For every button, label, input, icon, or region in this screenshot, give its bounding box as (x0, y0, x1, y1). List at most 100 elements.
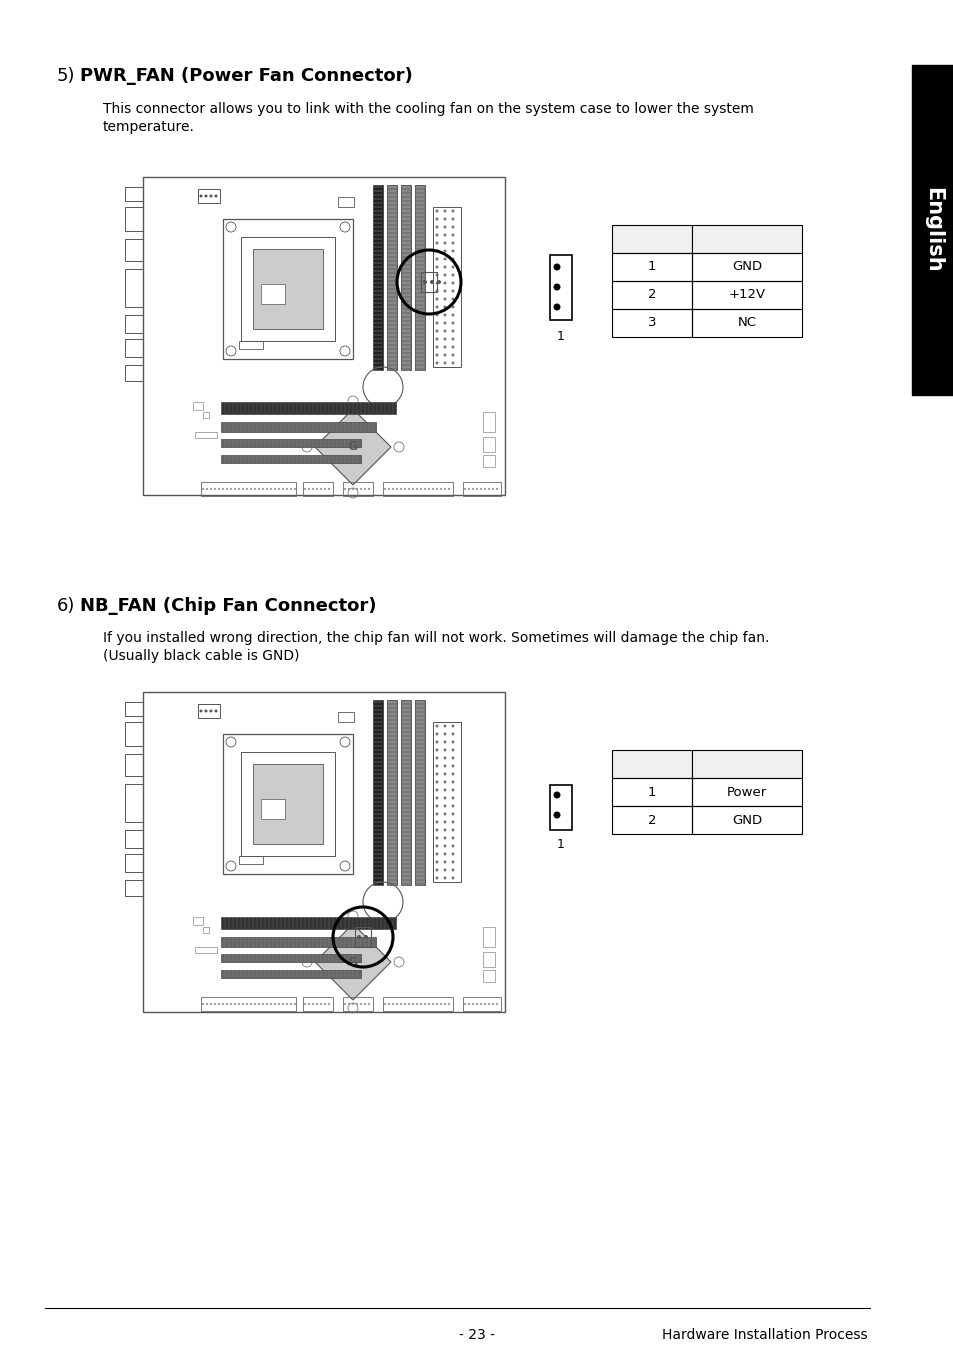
Bar (221, 456, 360, 462)
Circle shape (443, 314, 446, 316)
Circle shape (222, 1003, 224, 1005)
Text: PWR_FAN (Power Fan Connector): PWR_FAN (Power Fan Connector) (80, 68, 413, 85)
Text: - 23 -: - 23 - (458, 1328, 495, 1343)
Circle shape (324, 1003, 326, 1005)
Bar (223, 734, 353, 873)
Circle shape (294, 1003, 295, 1005)
Text: Definition: Definition (714, 233, 779, 246)
Circle shape (451, 764, 454, 768)
Circle shape (408, 488, 410, 489)
Circle shape (443, 338, 446, 341)
Circle shape (451, 749, 454, 752)
Circle shape (443, 845, 446, 848)
Bar (482, 437, 495, 452)
Circle shape (286, 1003, 288, 1005)
Bar (382, 996, 453, 1011)
Circle shape (451, 338, 454, 341)
Circle shape (443, 860, 446, 864)
Circle shape (388, 1003, 390, 1005)
Circle shape (443, 250, 446, 253)
Circle shape (443, 346, 446, 349)
Circle shape (436, 1003, 437, 1005)
Bar (482, 952, 495, 967)
Bar (482, 412, 495, 433)
Text: 1: 1 (647, 261, 656, 273)
Circle shape (435, 257, 438, 261)
Circle shape (443, 772, 446, 776)
Text: NC: NC (737, 316, 756, 330)
Circle shape (237, 488, 240, 489)
Circle shape (451, 804, 454, 807)
Circle shape (435, 796, 438, 799)
Circle shape (451, 346, 454, 349)
Bar (125, 880, 143, 896)
Circle shape (253, 1003, 255, 1005)
Circle shape (443, 853, 446, 856)
Bar (433, 722, 460, 882)
Circle shape (451, 860, 454, 864)
Circle shape (435, 780, 438, 784)
Circle shape (553, 284, 560, 291)
Text: 2: 2 (647, 814, 656, 826)
Circle shape (435, 813, 438, 815)
Circle shape (399, 1003, 401, 1005)
Bar (194, 433, 216, 438)
Circle shape (435, 829, 438, 831)
Circle shape (218, 1003, 220, 1005)
Circle shape (443, 281, 446, 284)
Circle shape (476, 488, 477, 489)
Circle shape (435, 821, 438, 823)
Text: Pin No.: Pin No. (628, 233, 675, 246)
Circle shape (388, 488, 390, 489)
Circle shape (451, 281, 454, 284)
Circle shape (422, 280, 427, 284)
Circle shape (451, 741, 454, 744)
Circle shape (443, 796, 446, 799)
Circle shape (344, 1003, 346, 1005)
Circle shape (355, 1003, 357, 1005)
Bar (125, 854, 143, 872)
Bar (241, 237, 335, 341)
Circle shape (443, 725, 446, 727)
Circle shape (451, 322, 454, 324)
Circle shape (230, 488, 232, 489)
Bar (221, 955, 360, 963)
Circle shape (443, 837, 446, 840)
Circle shape (451, 772, 454, 776)
Circle shape (496, 1003, 497, 1005)
Circle shape (328, 488, 330, 489)
Circle shape (451, 821, 454, 823)
Circle shape (435, 764, 438, 768)
Circle shape (435, 226, 438, 228)
Circle shape (451, 297, 454, 300)
Circle shape (435, 868, 438, 872)
Circle shape (443, 733, 446, 735)
Bar (691, 224, 801, 253)
Circle shape (308, 1003, 310, 1005)
Text: temperature.: temperature. (103, 120, 194, 134)
Text: 1: 1 (647, 786, 656, 799)
Bar (337, 713, 354, 722)
Circle shape (435, 853, 438, 856)
Circle shape (395, 488, 397, 489)
Bar (221, 917, 395, 929)
Bar (400, 185, 411, 370)
Circle shape (290, 1003, 292, 1005)
Circle shape (451, 757, 454, 760)
Circle shape (443, 829, 446, 831)
Circle shape (435, 210, 438, 212)
Bar (612, 777, 691, 806)
Circle shape (451, 314, 454, 316)
Circle shape (463, 488, 465, 489)
Bar (201, 483, 295, 496)
Circle shape (553, 264, 560, 270)
Circle shape (435, 250, 438, 253)
Circle shape (435, 297, 438, 300)
Circle shape (277, 1003, 280, 1005)
Circle shape (315, 1003, 317, 1005)
Bar (125, 784, 143, 822)
Circle shape (282, 488, 284, 489)
Bar (193, 402, 203, 410)
Bar (221, 937, 375, 946)
Circle shape (266, 1003, 268, 1005)
